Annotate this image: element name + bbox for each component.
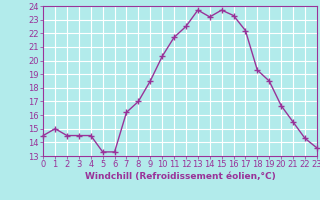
X-axis label: Windchill (Refroidissement éolien,°C): Windchill (Refroidissement éolien,°C) [84, 172, 276, 181]
